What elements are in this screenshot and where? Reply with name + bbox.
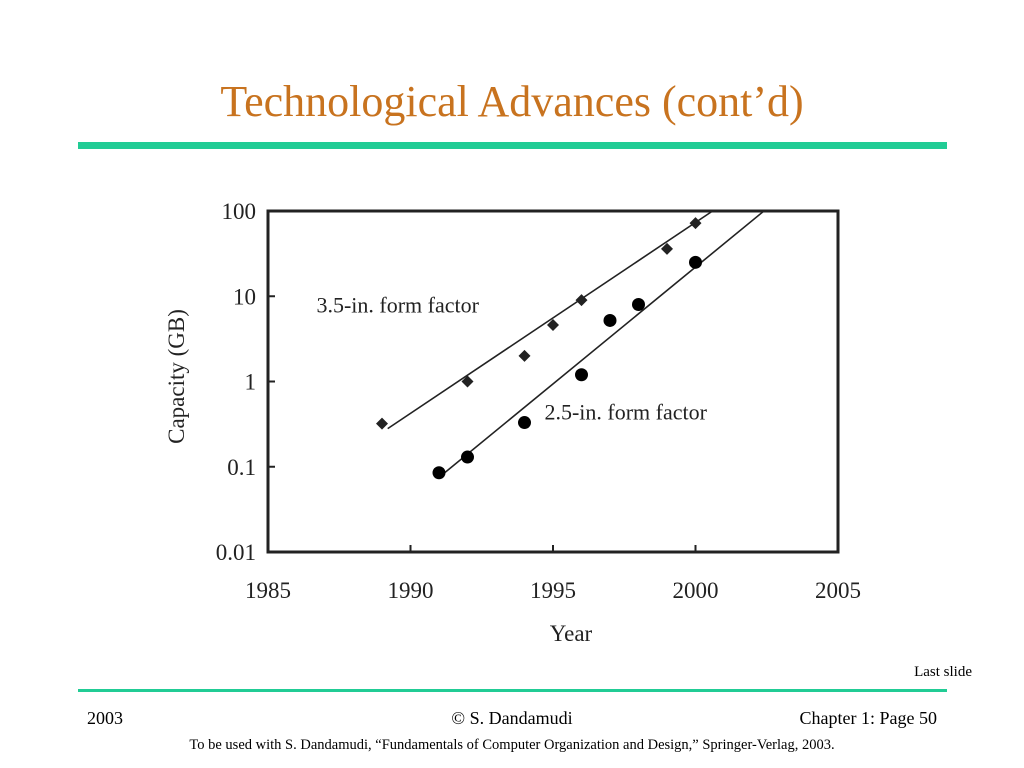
series-label: 3.5-in. form factor	[316, 292, 479, 317]
x-tick-label: 1985	[245, 578, 291, 603]
footer-page: Chapter 1: Page 50	[799, 708, 937, 728]
data-point-circle	[432, 466, 446, 480]
slide-title: Technological Advances (cont’d)	[220, 77, 804, 126]
data-point-circle	[575, 368, 588, 382]
plot-frame	[266, 209, 840, 554]
chart-marks	[376, 210, 765, 480]
chart-labels: 1985 1990 1995 2000 2005 100 10 1 0.1 0.01 Year Cap…	[164, 199, 861, 646]
y-tick-label: 10	[233, 284, 256, 309]
y-tick-label: 1	[245, 370, 257, 395]
last-slide-link[interactable]: Last slide	[914, 664, 972, 680]
trend-line	[387, 210, 714, 430]
y-tick-label: 0.01	[216, 540, 256, 565]
capacity-chart: 1985 1990 1995 2000 2005 100 10 1 0.1 0.01 Year Cap…	[164, 199, 861, 646]
data-point-diamond	[461, 375, 474, 388]
title-divider	[78, 142, 947, 149]
y-axis-label: Capacity (GB)	[164, 309, 189, 444]
data-point-circle	[603, 313, 617, 327]
footer-year: 2003	[87, 708, 123, 728]
x-tick-label: 2000	[673, 578, 719, 603]
x-axis-label: Year	[550, 621, 593, 646]
footer-author: © S. Dandamudi	[451, 708, 573, 728]
data-point-diamond	[376, 417, 388, 430]
x-tick-label: 2005	[815, 578, 861, 603]
data-point-circle	[518, 416, 531, 430]
y-tick-label: 100	[222, 199, 257, 224]
data-point-diamond	[518, 349, 531, 362]
footer-citation: To be used with S. Dandamudi, “Fundament…	[189, 737, 835, 753]
data-point-circle	[461, 450, 474, 464]
data-point-diamond	[547, 318, 559, 331]
trend-line	[438, 210, 765, 479]
y-tick-label: 0.1	[227, 455, 256, 480]
data-point-circle	[632, 298, 645, 312]
data-point-circle	[689, 255, 702, 269]
series-label: 2.5-in. form factor	[544, 399, 707, 424]
chart-axes	[266, 209, 840, 554]
data-point-diamond	[689, 217, 702, 230]
footer-divider	[78, 689, 947, 692]
data-point-diamond	[661, 242, 673, 255]
data-point-diamond	[575, 294, 588, 307]
x-tick-label: 1995	[530, 578, 576, 603]
x-tick-label: 1990	[388, 578, 434, 603]
